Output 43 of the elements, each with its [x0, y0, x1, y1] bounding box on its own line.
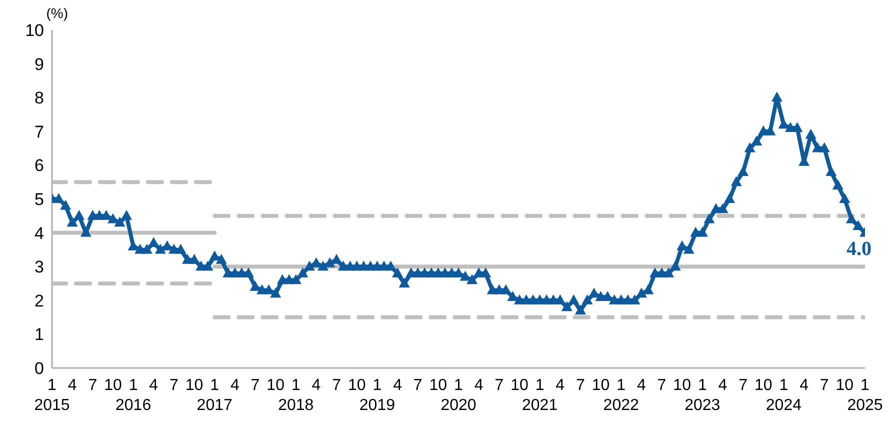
x-tick-label: 7: [494, 377, 504, 394]
x-tick-label: 10: [592, 377, 610, 394]
x-tick-label: 4: [149, 377, 158, 394]
x-tick-label: 7: [88, 377, 98, 394]
x-tick-label: 10: [754, 377, 772, 394]
x-tick-label: 4: [474, 377, 484, 394]
y-axis-title: (%): [46, 4, 68, 21]
x-tick-label: 7: [250, 377, 260, 394]
y-tick-label: 0: [34, 359, 44, 378]
x-tick-label: 4: [68, 377, 77, 394]
x-tick-label: 4: [312, 377, 321, 394]
x-tick-label: 4: [718, 377, 728, 394]
x-tick-label: 7: [820, 377, 829, 394]
x-tick-label: 4: [393, 377, 402, 394]
y-tick-label: 8: [34, 88, 44, 108]
x-tick-label: 7: [738, 377, 748, 394]
y-tick-label: 3: [34, 258, 44, 277]
x-tick-label: 7: [413, 377, 422, 394]
x-tick-label: 4: [556, 377, 565, 394]
annotation: 4.0: [846, 238, 872, 260]
y-tick-label: 4: [34, 224, 44, 243]
y-tick-label: 9: [34, 54, 44, 74]
x-tick-label: 10: [673, 377, 692, 394]
y-tick-label: 10: [25, 21, 44, 40]
x-tick-label: 4: [800, 377, 809, 394]
y-tick-label: 6: [34, 156, 44, 176]
y-tick-label: 2: [34, 291, 44, 310]
x-tick-label: 7: [169, 377, 178, 394]
y-tick-label: 5: [34, 190, 44, 210]
x-tick-label: 10: [836, 377, 854, 394]
y-tick-label: 1: [34, 325, 44, 344]
x-tick-label: 10: [104, 377, 122, 394]
x-tick-label: 10: [510, 377, 528, 394]
x-tick-label: 7: [657, 377, 666, 394]
y-tick-label: 7: [34, 122, 44, 142]
x-tick-label: 10: [348, 377, 366, 394]
x-tick-label: 7: [576, 377, 585, 394]
x-tick-label: 10: [185, 377, 204, 394]
x-tick-label: 4: [230, 377, 240, 394]
x-tick-label: 10: [429, 377, 448, 394]
x-tick-label: 7: [332, 377, 342, 394]
x-tick-label: 4: [636, 377, 646, 394]
x-tick-label: 10: [266, 377, 285, 394]
